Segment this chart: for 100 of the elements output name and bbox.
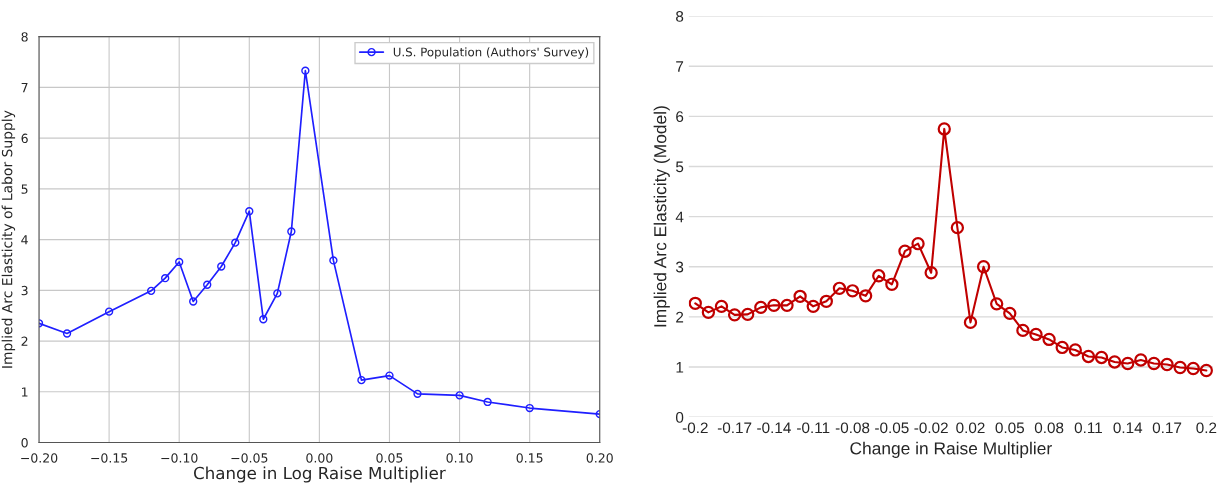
x-tick-label: -0.08	[835, 422, 870, 434]
y-tick-label: 2	[21, 336, 28, 346]
x-tick-label: −0.05	[231, 453, 268, 463]
point	[806, 299, 820, 314]
y-tick-label: 8	[21, 32, 28, 42]
y-tick-label: 0	[21, 438, 28, 448]
point	[161, 274, 170, 283]
x-tick-label: 0.10	[446, 453, 473, 463]
point	[832, 281, 847, 295]
y-tick-label: 3	[21, 285, 28, 296]
x-tick-label: 0.11	[1074, 422, 1102, 434]
point	[885, 277, 899, 291]
y-tick-label: 2	[676, 311, 684, 323]
y-tick-label: 7	[676, 61, 684, 72]
legend-label: U.S. Population (Authors' Survey)	[393, 47, 589, 59]
y-axis-title: Implied Arc Elasticity of Labor Supply	[1, 110, 16, 368]
point	[911, 237, 925, 251]
point	[858, 289, 873, 303]
x-tick-label: -0.02	[914, 422, 948, 434]
point	[1121, 356, 1135, 371]
point	[259, 315, 268, 324]
point	[1199, 363, 1213, 378]
x-tick-label: −0.10	[161, 453, 198, 463]
x-tick-label: 0.05	[995, 422, 1025, 434]
x-axis-title: Change in Raise Multiplier	[850, 441, 1052, 458]
point	[1107, 355, 1122, 369]
y-tick-label: 6	[676, 111, 684, 123]
y-tick-label: 7	[21, 83, 28, 93]
point	[767, 298, 781, 313]
x-tick-label: -0.2	[682, 422, 708, 434]
x-tick-label: 0.2	[1196, 422, 1217, 434]
y-axis-title: Implied Arc Elasticity (Model)	[653, 106, 670, 327]
y-tick-label: 3	[675, 261, 684, 273]
y-tick-label: 1	[22, 387, 28, 397]
point	[727, 308, 742, 322]
x-tick-label: 0.02	[956, 422, 985, 434]
point	[1147, 356, 1161, 371]
point	[845, 284, 860, 298]
point	[754, 300, 768, 315]
x-tick-label: 0.20	[586, 453, 613, 463]
point	[273, 289, 282, 298]
point	[146, 286, 156, 296]
point	[963, 315, 978, 330]
x-tick-label: 0.14	[1113, 422, 1143, 434]
point	[203, 280, 212, 289]
y-tick-label: 5	[675, 161, 684, 173]
x-tick-label: -0.05	[875, 422, 909, 434]
point	[1068, 343, 1082, 357]
point	[976, 260, 991, 274]
point	[872, 269, 886, 283]
point	[1081, 349, 1096, 364]
point	[937, 122, 951, 136]
point	[455, 391, 464, 400]
point	[1003, 306, 1017, 321]
point	[950, 220, 965, 235]
point	[688, 296, 702, 310]
point	[819, 294, 833, 308]
x-tick-label: -0.11	[797, 422, 830, 434]
point	[1016, 323, 1030, 338]
point	[990, 297, 1004, 311]
point	[1055, 340, 1069, 355]
point	[175, 257, 184, 267]
point	[525, 403, 534, 413]
x-tick-label: 0.05	[376, 453, 403, 463]
x-tick-label: −0.15	[91, 453, 128, 463]
point	[245, 207, 254, 216]
x-tick-label: 0.00	[306, 453, 333, 463]
point	[924, 266, 938, 280]
point	[793, 289, 807, 303]
point	[217, 262, 226, 271]
point	[701, 305, 716, 320]
x-tick-label: 0.17	[1152, 422, 1182, 434]
x-tick-label: -0.17	[717, 422, 752, 434]
point	[385, 371, 394, 380]
point	[231, 238, 240, 247]
y-tick-label: 4	[675, 211, 684, 223]
point	[714, 299, 729, 314]
point	[1160, 357, 1174, 372]
point	[1186, 361, 1200, 376]
point	[898, 244, 912, 258]
point	[104, 307, 114, 316]
point	[357, 375, 366, 385]
y-tick-label: 8	[676, 11, 684, 22]
y-tick-label: 4	[21, 235, 28, 245]
x-tick-label: -0.14	[757, 422, 791, 434]
point	[62, 329, 72, 338]
y-tick-label: 5	[21, 184, 28, 194]
y-tick-label: 6	[21, 133, 28, 144]
y-tick-label: 1	[676, 362, 684, 373]
point	[1173, 360, 1187, 375]
x-axis-title: Change in Log Raise Multiplier	[193, 466, 446, 483]
point	[1134, 353, 1148, 367]
point	[1029, 327, 1043, 342]
point	[780, 298, 794, 313]
point	[189, 297, 198, 306]
x-tick-label: −0.20	[21, 453, 58, 463]
x-tick-label: 0.15	[516, 453, 543, 463]
point	[483, 397, 492, 407]
point	[413, 389, 422, 399]
point	[301, 66, 310, 75]
